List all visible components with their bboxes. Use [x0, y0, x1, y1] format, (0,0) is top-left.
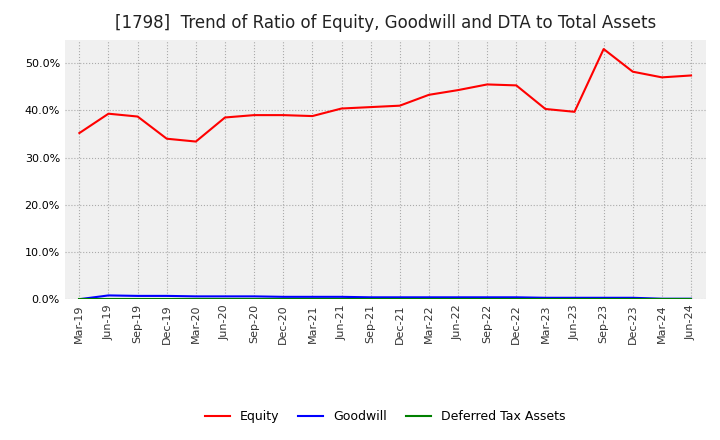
Deferred Tax Assets — [279, 297, 287, 302]
Goodwill — [483, 295, 492, 300]
Equity — [250, 113, 258, 118]
Deferred Tax Assets — [599, 297, 608, 302]
Goodwill — [395, 295, 404, 300]
Equity — [657, 75, 666, 80]
Deferred Tax Assets — [687, 297, 696, 302]
Equity — [133, 114, 142, 119]
Deferred Tax Assets — [570, 297, 579, 302]
Goodwill — [599, 295, 608, 301]
Deferred Tax Assets — [512, 297, 521, 302]
Deferred Tax Assets — [220, 297, 229, 302]
Equity — [570, 109, 579, 114]
Equity — [366, 104, 375, 110]
Deferred Tax Assets — [454, 297, 462, 302]
Title: [1798]  Trend of Ratio of Equity, Goodwill and DTA to Total Assets: [1798] Trend of Ratio of Equity, Goodwil… — [114, 15, 656, 33]
Deferred Tax Assets — [657, 297, 666, 302]
Deferred Tax Assets — [192, 297, 200, 302]
Equity — [395, 103, 404, 108]
Goodwill — [192, 294, 200, 299]
Deferred Tax Assets — [395, 297, 404, 302]
Deferred Tax Assets — [425, 297, 433, 302]
Equity — [425, 92, 433, 98]
Deferred Tax Assets — [104, 297, 113, 302]
Equity — [541, 106, 550, 112]
Goodwill — [308, 294, 317, 300]
Line: Goodwill: Goodwill — [79, 295, 691, 299]
Goodwill — [512, 295, 521, 300]
Deferred Tax Assets — [250, 297, 258, 302]
Equity — [483, 82, 492, 87]
Goodwill — [163, 293, 171, 298]
Deferred Tax Assets — [163, 297, 171, 302]
Goodwill — [104, 293, 113, 298]
Deferred Tax Assets — [337, 297, 346, 302]
Equity — [337, 106, 346, 111]
Goodwill — [337, 294, 346, 300]
Deferred Tax Assets — [541, 297, 550, 302]
Goodwill — [133, 293, 142, 298]
Equity — [629, 69, 637, 74]
Deferred Tax Assets — [366, 297, 375, 302]
Equity — [220, 115, 229, 120]
Goodwill — [220, 294, 229, 299]
Goodwill — [250, 294, 258, 299]
Equity — [308, 114, 317, 119]
Equity — [163, 136, 171, 141]
Goodwill — [541, 295, 550, 301]
Goodwill — [366, 295, 375, 300]
Goodwill — [657, 296, 666, 301]
Legend: Equity, Goodwill, Deferred Tax Assets: Equity, Goodwill, Deferred Tax Assets — [200, 405, 570, 428]
Deferred Tax Assets — [75, 297, 84, 302]
Deferred Tax Assets — [629, 297, 637, 302]
Equity — [454, 88, 462, 93]
Equity — [687, 73, 696, 78]
Goodwill — [425, 295, 433, 300]
Goodwill — [570, 295, 579, 301]
Equity — [192, 139, 200, 144]
Goodwill — [454, 295, 462, 300]
Equity — [512, 83, 521, 88]
Equity — [104, 111, 113, 116]
Deferred Tax Assets — [308, 297, 317, 302]
Equity — [75, 130, 84, 136]
Goodwill — [279, 294, 287, 300]
Deferred Tax Assets — [133, 297, 142, 302]
Equity — [279, 113, 287, 118]
Goodwill — [687, 296, 696, 301]
Deferred Tax Assets — [483, 297, 492, 302]
Goodwill — [629, 295, 637, 301]
Equity — [599, 46, 608, 51]
Line: Equity: Equity — [79, 49, 691, 142]
Goodwill — [75, 297, 84, 302]
